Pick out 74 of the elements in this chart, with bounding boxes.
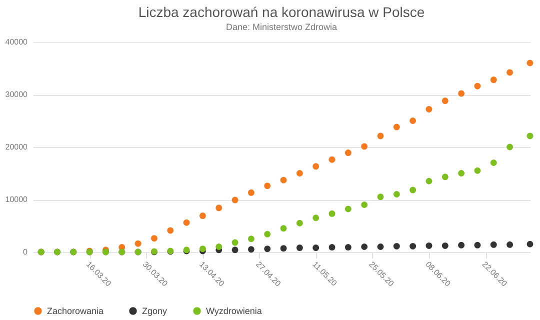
point bbox=[296, 170, 303, 176]
point bbox=[199, 212, 206, 220]
point bbox=[442, 174, 448, 180]
point bbox=[426, 178, 432, 184]
point bbox=[183, 219, 190, 226]
point bbox=[361, 202, 368, 208]
point bbox=[216, 204, 222, 212]
point bbox=[490, 160, 497, 166]
point bbox=[248, 189, 254, 196]
point bbox=[167, 227, 174, 234]
point bbox=[377, 132, 384, 140]
chart-subtitle: Dane: Ministerstwo Zdrowia bbox=[226, 22, 338, 32]
point bbox=[426, 242, 432, 249]
point bbox=[377, 244, 384, 250]
point bbox=[442, 98, 448, 104]
point bbox=[506, 241, 514, 248]
point bbox=[312, 244, 320, 252]
point bbox=[490, 76, 497, 84]
legend-label: Zgony bbox=[142, 306, 168, 316]
point bbox=[232, 239, 238, 246]
y-tick-label: 20000 bbox=[5, 142, 28, 152]
point bbox=[150, 235, 158, 242]
point bbox=[232, 246, 238, 254]
point bbox=[426, 106, 432, 112]
point bbox=[280, 245, 287, 252]
point bbox=[232, 196, 238, 204]
point bbox=[344, 244, 352, 251]
point bbox=[526, 60, 534, 66]
point bbox=[490, 241, 497, 248]
point bbox=[344, 150, 352, 156]
point bbox=[296, 244, 303, 252]
point bbox=[328, 210, 336, 217]
point bbox=[361, 244, 368, 250]
point bbox=[458, 242, 465, 248]
point bbox=[526, 240, 534, 248]
point bbox=[280, 176, 287, 184]
point bbox=[393, 191, 400, 198]
point bbox=[393, 124, 400, 130]
point bbox=[474, 167, 481, 174]
point bbox=[280, 225, 287, 232]
point bbox=[134, 240, 142, 247]
point bbox=[264, 246, 271, 252]
point bbox=[410, 242, 416, 250]
point bbox=[328, 244, 336, 251]
y-tick-label: 10000 bbox=[5, 195, 28, 204]
legend-label: Zachorowania bbox=[47, 306, 104, 316]
point bbox=[506, 69, 514, 76]
y-tick-label: 30000 bbox=[5, 90, 28, 99]
point bbox=[410, 186, 416, 194]
point bbox=[458, 170, 465, 176]
point bbox=[361, 143, 368, 150]
point bbox=[264, 182, 271, 190]
y-tick-label: 0 bbox=[23, 248, 28, 256]
point bbox=[474, 82, 481, 90]
point bbox=[506, 144, 514, 150]
point bbox=[264, 230, 271, 238]
point bbox=[312, 214, 320, 222]
point bbox=[377, 194, 384, 200]
point bbox=[216, 244, 222, 250]
legend-label: Wyzdrowienia bbox=[206, 306, 262, 316]
point bbox=[344, 206, 352, 212]
point bbox=[296, 220, 303, 226]
point bbox=[474, 242, 481, 248]
point bbox=[458, 90, 465, 97]
point bbox=[312, 163, 320, 170]
point bbox=[526, 132, 534, 140]
point bbox=[328, 156, 336, 163]
y-tick-label: 40000 bbox=[5, 38, 28, 46]
point bbox=[248, 246, 254, 253]
point bbox=[410, 118, 416, 124]
chart-title: Liczba zachorowań na koronawirusa w Polsce bbox=[138, 4, 425, 20]
point bbox=[248, 236, 254, 242]
point bbox=[393, 242, 400, 250]
point bbox=[442, 242, 448, 249]
